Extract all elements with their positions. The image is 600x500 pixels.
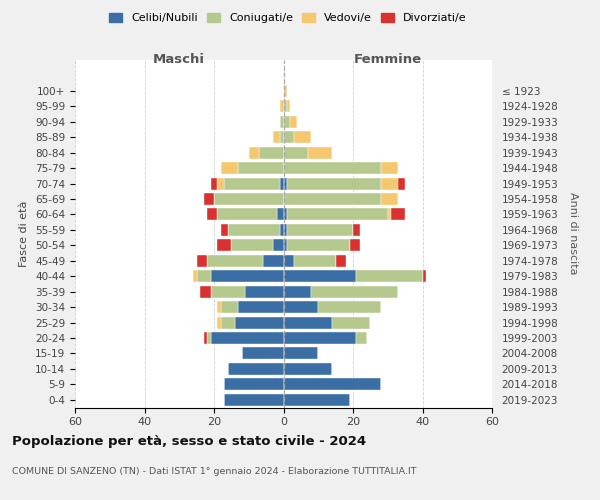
Bar bbox=[221, 301, 238, 313]
Text: Maschi: Maschi bbox=[153, 53, 205, 66]
Bar bbox=[273, 131, 280, 143]
Bar bbox=[259, 146, 284, 158]
Bar bbox=[217, 178, 224, 190]
Bar bbox=[277, 208, 284, 220]
Bar bbox=[228, 224, 280, 236]
Bar bbox=[287, 224, 353, 236]
Bar bbox=[284, 178, 287, 190]
Bar bbox=[284, 301, 318, 313]
Bar bbox=[350, 240, 360, 252]
Bar bbox=[284, 116, 290, 128]
Bar bbox=[207, 255, 263, 267]
Bar bbox=[422, 270, 426, 282]
Bar bbox=[197, 270, 211, 282]
Bar bbox=[311, 286, 398, 298]
Bar bbox=[284, 255, 294, 267]
Bar bbox=[332, 316, 370, 328]
Bar bbox=[284, 332, 356, 344]
Bar bbox=[238, 301, 284, 313]
Bar bbox=[203, 193, 214, 205]
Bar bbox=[381, 193, 398, 205]
Legend: Celibi/Nubili, Coniugati/e, Vedovi/e, Divorziati/e: Celibi/Nubili, Coniugati/e, Vedovi/e, Di… bbox=[105, 8, 471, 28]
Y-axis label: Anni di nascita: Anni di nascita bbox=[568, 192, 578, 275]
Bar bbox=[224, 394, 284, 406]
Bar bbox=[235, 316, 284, 328]
Bar bbox=[211, 332, 284, 344]
Bar bbox=[203, 332, 207, 344]
Bar bbox=[290, 116, 298, 128]
Bar bbox=[211, 270, 284, 282]
Bar bbox=[224, 378, 284, 390]
Text: Popolazione per età, sesso e stato civile - 2024: Popolazione per età, sesso e stato civil… bbox=[12, 435, 366, 448]
Bar bbox=[284, 378, 381, 390]
Bar bbox=[284, 193, 381, 205]
Bar bbox=[214, 193, 284, 205]
Bar bbox=[353, 224, 360, 236]
Bar bbox=[284, 85, 287, 97]
Bar bbox=[200, 286, 211, 298]
Bar bbox=[221, 316, 235, 328]
Bar bbox=[391, 208, 405, 220]
Bar bbox=[242, 348, 284, 360]
Bar bbox=[232, 240, 273, 252]
Bar bbox=[284, 363, 332, 375]
Bar bbox=[221, 162, 238, 174]
Bar bbox=[284, 162, 381, 174]
Bar bbox=[284, 146, 308, 158]
Bar bbox=[287, 208, 388, 220]
Bar bbox=[245, 286, 284, 298]
Bar bbox=[217, 240, 232, 252]
Bar bbox=[273, 240, 284, 252]
Bar bbox=[318, 301, 381, 313]
Bar bbox=[287, 240, 350, 252]
Bar bbox=[280, 131, 284, 143]
Bar bbox=[211, 286, 245, 298]
Bar bbox=[388, 208, 391, 220]
Bar bbox=[238, 162, 284, 174]
Bar bbox=[217, 316, 221, 328]
Bar bbox=[381, 162, 398, 174]
Bar bbox=[217, 301, 221, 313]
Text: COMUNE DI SANZENO (TN) - Dati ISTAT 1° gennaio 2024 - Elaborazione TUTTITALIA.IT: COMUNE DI SANZENO (TN) - Dati ISTAT 1° g… bbox=[12, 468, 416, 476]
Bar bbox=[224, 178, 280, 190]
Bar bbox=[284, 348, 318, 360]
Bar bbox=[284, 224, 287, 236]
Bar bbox=[356, 332, 367, 344]
Bar bbox=[197, 255, 207, 267]
Bar bbox=[211, 178, 217, 190]
Bar bbox=[294, 131, 311, 143]
Bar bbox=[356, 270, 422, 282]
Bar bbox=[308, 146, 332, 158]
Bar bbox=[284, 100, 287, 112]
Bar bbox=[207, 332, 211, 344]
Bar bbox=[217, 208, 277, 220]
Bar bbox=[284, 131, 294, 143]
Bar bbox=[287, 178, 381, 190]
Bar bbox=[284, 208, 287, 220]
Bar bbox=[284, 286, 311, 298]
Bar bbox=[287, 100, 290, 112]
Bar bbox=[381, 178, 398, 190]
Bar bbox=[207, 208, 217, 220]
Bar bbox=[284, 240, 287, 252]
Bar bbox=[284, 316, 332, 328]
Bar bbox=[263, 255, 284, 267]
Bar bbox=[249, 146, 259, 158]
Bar bbox=[280, 100, 284, 112]
Bar bbox=[294, 255, 335, 267]
Bar bbox=[398, 178, 405, 190]
Bar bbox=[280, 116, 284, 128]
Bar bbox=[280, 224, 284, 236]
Bar bbox=[284, 270, 356, 282]
Bar bbox=[280, 178, 284, 190]
Bar bbox=[335, 255, 346, 267]
Bar bbox=[221, 224, 228, 236]
Text: Femmine: Femmine bbox=[353, 53, 422, 66]
Bar bbox=[228, 363, 284, 375]
Bar bbox=[284, 394, 350, 406]
Y-axis label: Fasce di età: Fasce di età bbox=[19, 200, 29, 267]
Bar bbox=[193, 270, 197, 282]
